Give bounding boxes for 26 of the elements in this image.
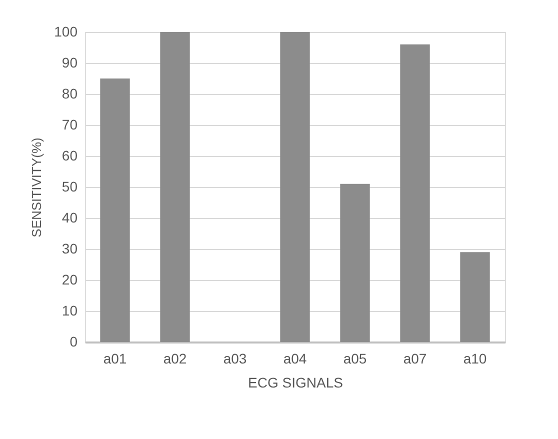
y-tick-label: 90 bbox=[62, 54, 78, 70]
x-axis-title: ECG SIGNALS bbox=[248, 374, 343, 390]
x-tick-label: a04 bbox=[283, 350, 307, 366]
y-axis-title: SENSITIVITY(%) bbox=[29, 138, 44, 238]
y-tick-label: 0 bbox=[70, 334, 78, 350]
y-tick-label: 40 bbox=[62, 210, 78, 226]
bar bbox=[340, 184, 370, 342]
y-tick-label: 80 bbox=[62, 86, 78, 102]
x-tick-label: a01 bbox=[103, 350, 127, 366]
x-tick-label: a07 bbox=[403, 350, 427, 366]
x-tick-label: a03 bbox=[223, 350, 247, 366]
bar bbox=[460, 252, 490, 342]
bar bbox=[280, 32, 310, 342]
y-tick-label: 70 bbox=[62, 116, 78, 132]
bar bbox=[160, 32, 190, 342]
x-tick-label: a10 bbox=[463, 350, 487, 366]
y-tick-label: 60 bbox=[62, 148, 78, 164]
y-tick-label: 50 bbox=[62, 178, 78, 194]
y-tick-label: 30 bbox=[62, 240, 78, 256]
x-tick-label: a02 bbox=[163, 350, 187, 366]
bar bbox=[400, 44, 430, 342]
y-tick-label: 100 bbox=[54, 24, 78, 40]
x-tick-label: a05 bbox=[343, 350, 367, 366]
y-tick-label: 20 bbox=[62, 272, 78, 288]
y-tick-label: 10 bbox=[62, 302, 78, 318]
bar bbox=[100, 78, 130, 342]
